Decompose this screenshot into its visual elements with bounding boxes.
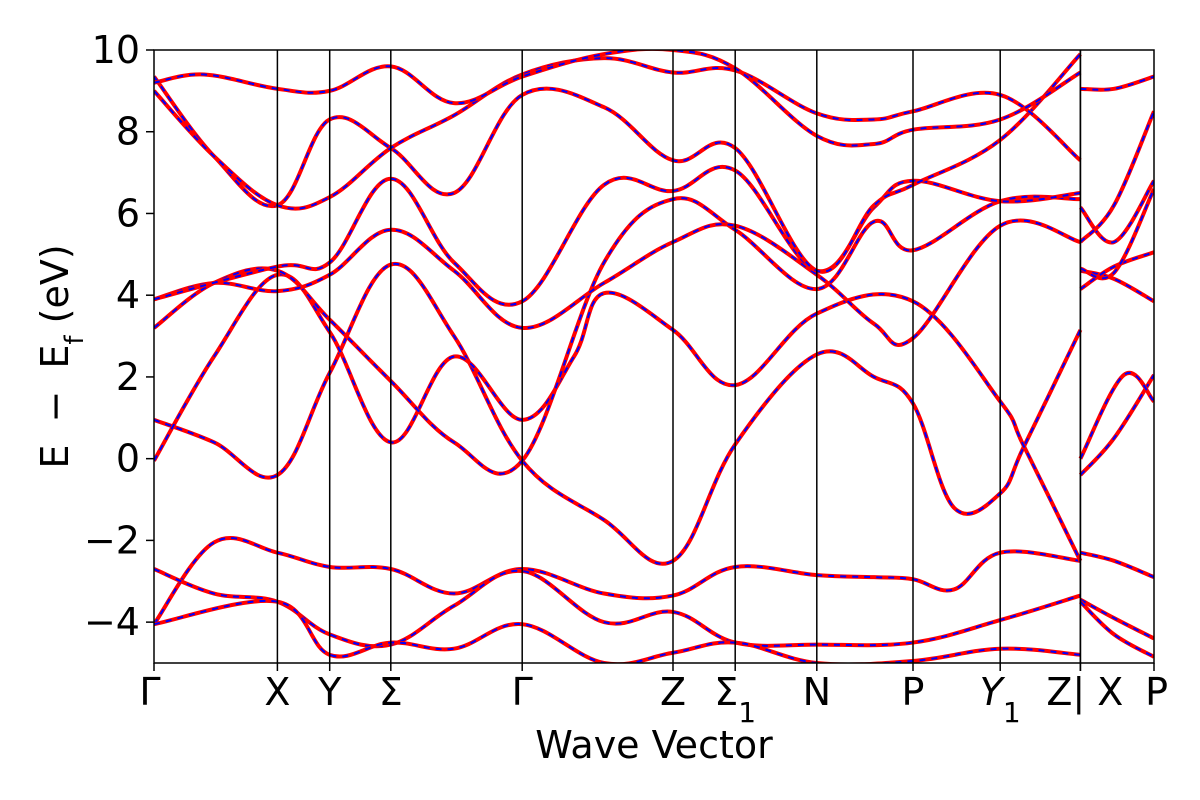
y-axis-title-ef-sub: f <box>60 335 90 345</box>
kpoint-label: | X <box>1072 670 1123 715</box>
y-tick-label: 2 <box>116 355 140 399</box>
band-19-dft-line <box>1079 550 1154 580</box>
x-axis-title: Wave Vector <box>535 723 773 767</box>
y-axis-title: E − Ef (eV) <box>33 244 90 468</box>
band-7-wannier-line <box>154 165 1081 306</box>
band-15-wannier-line <box>1079 251 1154 290</box>
y-tick-label: 6 <box>116 191 140 235</box>
band-1-wannier-line <box>154 568 1081 648</box>
kpoint-label: Γ <box>139 670 160 714</box>
plot-frame <box>153 49 1155 664</box>
band-21-wannier-line <box>1079 600 1154 658</box>
band-5-wannier-line <box>154 195 1081 475</box>
kpoint-label: X <box>264 670 290 714</box>
band-9-dft-line <box>154 56 1082 211</box>
band-11-wannier-line <box>1080 75 1154 91</box>
band-16-wannier-line <box>1080 188 1154 280</box>
y-tick-label: −2 <box>84 518 140 562</box>
kpoint-label: Σ1 <box>714 670 756 729</box>
band-3-dft-line <box>154 261 1083 566</box>
band-10-wannier-line <box>154 50 1081 147</box>
y-tick-label: −4 <box>84 600 140 644</box>
kpoint-label: Σ <box>379 670 403 714</box>
high-symmetry-lines <box>276 50 1082 663</box>
y-axis-title-unit: (eV) <box>33 244 77 335</box>
band-5-dft-line <box>154 194 1081 476</box>
y-axis-title-minus: − <box>33 391 77 423</box>
band-18-wannier-line <box>1079 371 1154 460</box>
y-tick-label: 4 <box>116 273 140 317</box>
kpoint-label: P <box>902 670 925 714</box>
kpoint-label: Z <box>660 670 686 714</box>
y-axis-ticks: 10 8 6 4 2 0 −2 −4 <box>84 28 154 644</box>
band-8-wannier-line <box>154 53 1082 273</box>
kpoint-label: Y1 <box>980 670 1021 729</box>
kpoint-label: P <box>1145 670 1168 714</box>
band-2-dft-line <box>154 598 1081 663</box>
band-4-wannier-line <box>154 273 1082 562</box>
band-21-dft-line <box>1078 600 1154 659</box>
kpoint-label: N <box>803 670 831 714</box>
y-tick-label: 10 <box>92 28 140 72</box>
band-13-wannier-line <box>1079 110 1154 243</box>
y-tick-label: 8 <box>116 110 140 154</box>
bands-layer <box>154 50 1154 663</box>
band-12-wannier-line <box>1079 180 1154 244</box>
band-20-wannier-line <box>1079 598 1154 640</box>
y-axis-title-e: E <box>33 445 77 469</box>
kpoint-label: Z <box>1046 670 1072 714</box>
kpoint-label: Y <box>317 670 342 714</box>
kpoint-label: Γ <box>512 670 533 714</box>
band-0-wannier-line <box>154 537 1081 625</box>
band-4-dft-line <box>154 272 1083 562</box>
y-axis-title-ef: E <box>33 345 77 369</box>
band-10-dft-line <box>154 50 1082 148</box>
band-17-dft-line <box>1078 373 1154 477</box>
band-3-wannier-line <box>154 262 1082 565</box>
band-6-wannier-line <box>154 219 1081 346</box>
y-tick-label: 0 <box>116 437 140 481</box>
